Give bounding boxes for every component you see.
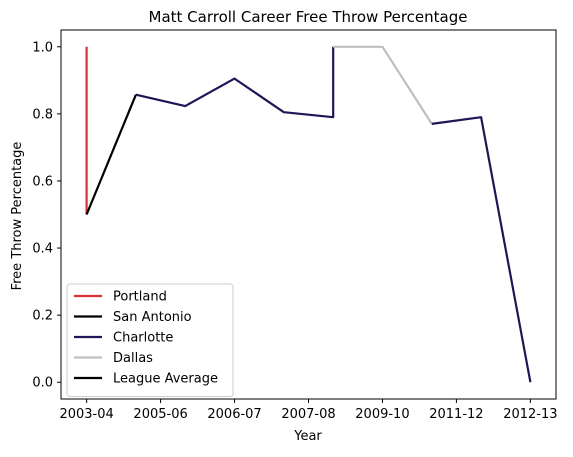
y-tick-label: 0.0: [32, 376, 53, 391]
chart-title: Matt Carroll Career Free Throw Percentag…: [149, 8, 468, 26]
legend-label: League Average: [113, 372, 218, 387]
legend-label: Dallas: [113, 351, 153, 366]
legend-box: [66, 283, 234, 397]
axes-layer: 2003-04 2005-06 2006-07 2007-08 2009-10 2011-…: [32, 29, 558, 422]
y-tick-label: 0.2: [32, 309, 53, 324]
legend-label: Charlotte: [113, 331, 173, 346]
x-tick-label: 2012-13: [503, 407, 557, 422]
legend: Portland San Antonio Charlotte Dallas League…: [66, 283, 234, 397]
y-tick-label: 0.8: [32, 107, 53, 122]
legend-label: San Antonio: [113, 310, 192, 325]
x-tick-label: 2011-12: [429, 407, 483, 422]
y-tick-label: 0.4: [32, 242, 53, 257]
x-tick-label: 2005-06: [133, 407, 187, 422]
series-line-3: [333, 45, 433, 125]
y-axis-label: Free Throw Percentage: [10, 142, 25, 291]
legend-label: Portland: [113, 290, 167, 305]
x-axis-label: Year: [293, 429, 322, 444]
x-tick-label: 2003-04: [59, 407, 113, 422]
series-line-2: [135, 46, 335, 119]
series-layer: [85, 45, 532, 383]
y-tick-label: 1.0: [32, 40, 53, 55]
x-tick-label: 2006-07: [207, 407, 261, 422]
series-line-1: [85, 94, 137, 215]
series-line-4: [431, 116, 532, 383]
x-tick-label: 2009-10: [355, 407, 409, 422]
y-tick-label: 0.6: [32, 174, 53, 189]
x-tick-label: 2007-08: [281, 407, 335, 422]
